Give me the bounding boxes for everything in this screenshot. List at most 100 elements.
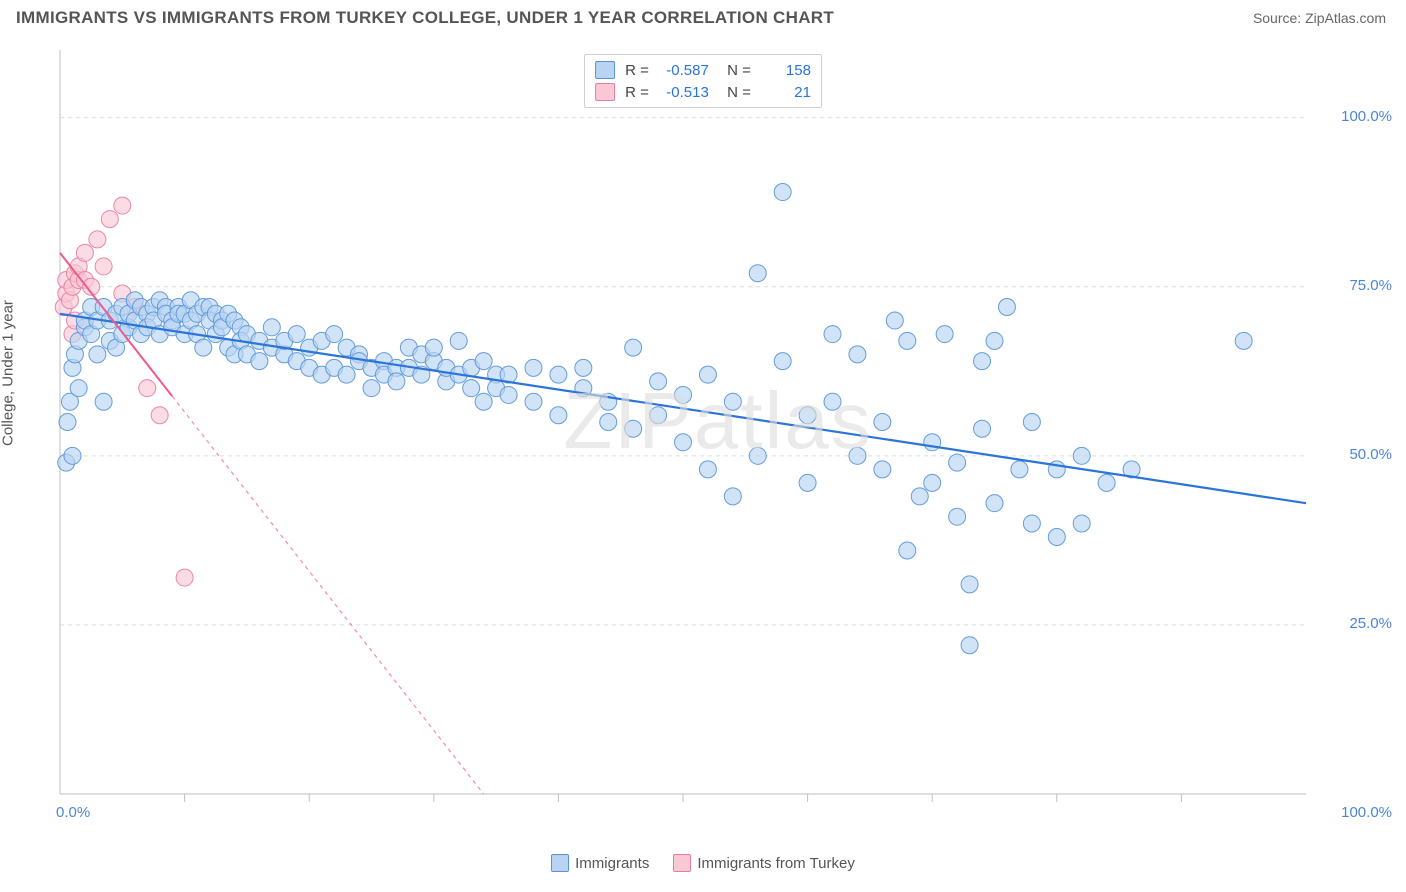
y-tick-label: 25.0% (1349, 615, 1392, 632)
x-axis-min-label: 0.0% (56, 804, 90, 821)
data-point (550, 366, 567, 383)
data-point (986, 495, 1003, 512)
data-point (525, 359, 542, 376)
data-point (986, 332, 1003, 349)
data-point (886, 312, 903, 329)
data-point (500, 386, 517, 403)
data-point (824, 393, 841, 410)
data-point (899, 542, 916, 559)
stat-r-value: -0.587 (659, 62, 709, 79)
trend-line (60, 314, 1306, 503)
y-tick-label: 75.0% (1349, 277, 1392, 294)
data-point (998, 299, 1015, 316)
data-point (961, 576, 978, 593)
data-point (176, 569, 193, 586)
data-point (874, 414, 891, 431)
legend-swatch (595, 61, 615, 79)
y-tick-label: 100.0% (1341, 108, 1392, 125)
data-point (724, 393, 741, 410)
data-point (89, 231, 106, 248)
data-point (1023, 414, 1040, 431)
data-point (625, 339, 642, 356)
data-point (799, 407, 816, 424)
source-prefix: Source: (1253, 10, 1305, 26)
data-point (388, 373, 405, 390)
data-point (101, 211, 118, 228)
data-point (824, 326, 841, 343)
chart-title: IMMIGRANTS VS IMMIGRANTS FROM TURKEY COL… (16, 8, 834, 28)
legend-label: Immigrants from Turkey (697, 855, 855, 872)
correlation-stats-legend: R = -0.587 N = 158R = -0.513 N = 21 (584, 54, 822, 108)
data-point (899, 332, 916, 349)
data-point (699, 461, 716, 478)
stat-n-label: N = (719, 62, 751, 79)
data-point (95, 393, 112, 410)
data-point (1073, 447, 1090, 464)
data-point (911, 488, 928, 505)
stat-r-value: -0.513 (659, 84, 709, 101)
data-point (76, 244, 93, 261)
data-point (326, 326, 343, 343)
data-point (475, 393, 492, 410)
data-point (1048, 528, 1065, 545)
data-point (799, 474, 816, 491)
data-point (70, 380, 87, 397)
data-point (924, 474, 941, 491)
data-point (1098, 474, 1115, 491)
source-name: ZipAtlas.com (1305, 10, 1386, 26)
data-point (974, 420, 991, 437)
data-point (650, 407, 667, 424)
data-point (849, 447, 866, 464)
data-point (774, 184, 791, 201)
data-point (1023, 515, 1040, 532)
legend-swatch (673, 854, 691, 872)
stat-n-value: 21 (761, 84, 811, 101)
data-point (974, 353, 991, 370)
data-point (675, 386, 692, 403)
data-point (949, 508, 966, 525)
legend-item: Immigrants from Turkey (673, 854, 855, 872)
data-point (650, 373, 667, 390)
data-point (463, 380, 480, 397)
data-point (114, 197, 131, 214)
data-point (525, 393, 542, 410)
data-point (338, 366, 355, 383)
data-point (774, 353, 791, 370)
chart-area: ZIPatlas 25.0%50.0%75.0%100.0%0.0%100.0% (40, 50, 1396, 822)
data-point (151, 407, 168, 424)
legend-item: Immigrants (551, 854, 649, 872)
data-point (600, 414, 617, 431)
scatter-plot-svg (40, 50, 1396, 822)
stat-n-label: N = (719, 84, 751, 101)
data-point (263, 319, 280, 336)
data-point (749, 447, 766, 464)
data-point (59, 414, 76, 431)
stat-n-value: 158 (761, 62, 811, 79)
data-point (575, 359, 592, 376)
data-point (1235, 332, 1252, 349)
stat-r-label: R = (625, 84, 649, 101)
data-point (139, 380, 156, 397)
data-point (625, 420, 642, 437)
data-point (724, 488, 741, 505)
x-axis-max-label: 100.0% (1341, 804, 1392, 821)
data-point (936, 326, 953, 343)
data-point (195, 339, 212, 356)
data-point (849, 346, 866, 363)
source-attribution: Source: ZipAtlas.com (1253, 10, 1386, 26)
stat-r-label: R = (625, 62, 649, 79)
data-point (425, 339, 442, 356)
data-point (251, 353, 268, 370)
legend-swatch (551, 854, 569, 872)
data-point (64, 447, 81, 464)
legend-swatch (595, 83, 615, 101)
data-point (450, 332, 467, 349)
data-point (1011, 461, 1028, 478)
data-point (550, 407, 567, 424)
data-point (89, 346, 106, 363)
data-point (749, 265, 766, 282)
stats-legend-row: R = -0.587 N = 158 (595, 59, 811, 81)
y-tick-label: 50.0% (1349, 446, 1392, 463)
data-point (699, 366, 716, 383)
y-axis-label: College, Under 1 year (0, 300, 17, 446)
